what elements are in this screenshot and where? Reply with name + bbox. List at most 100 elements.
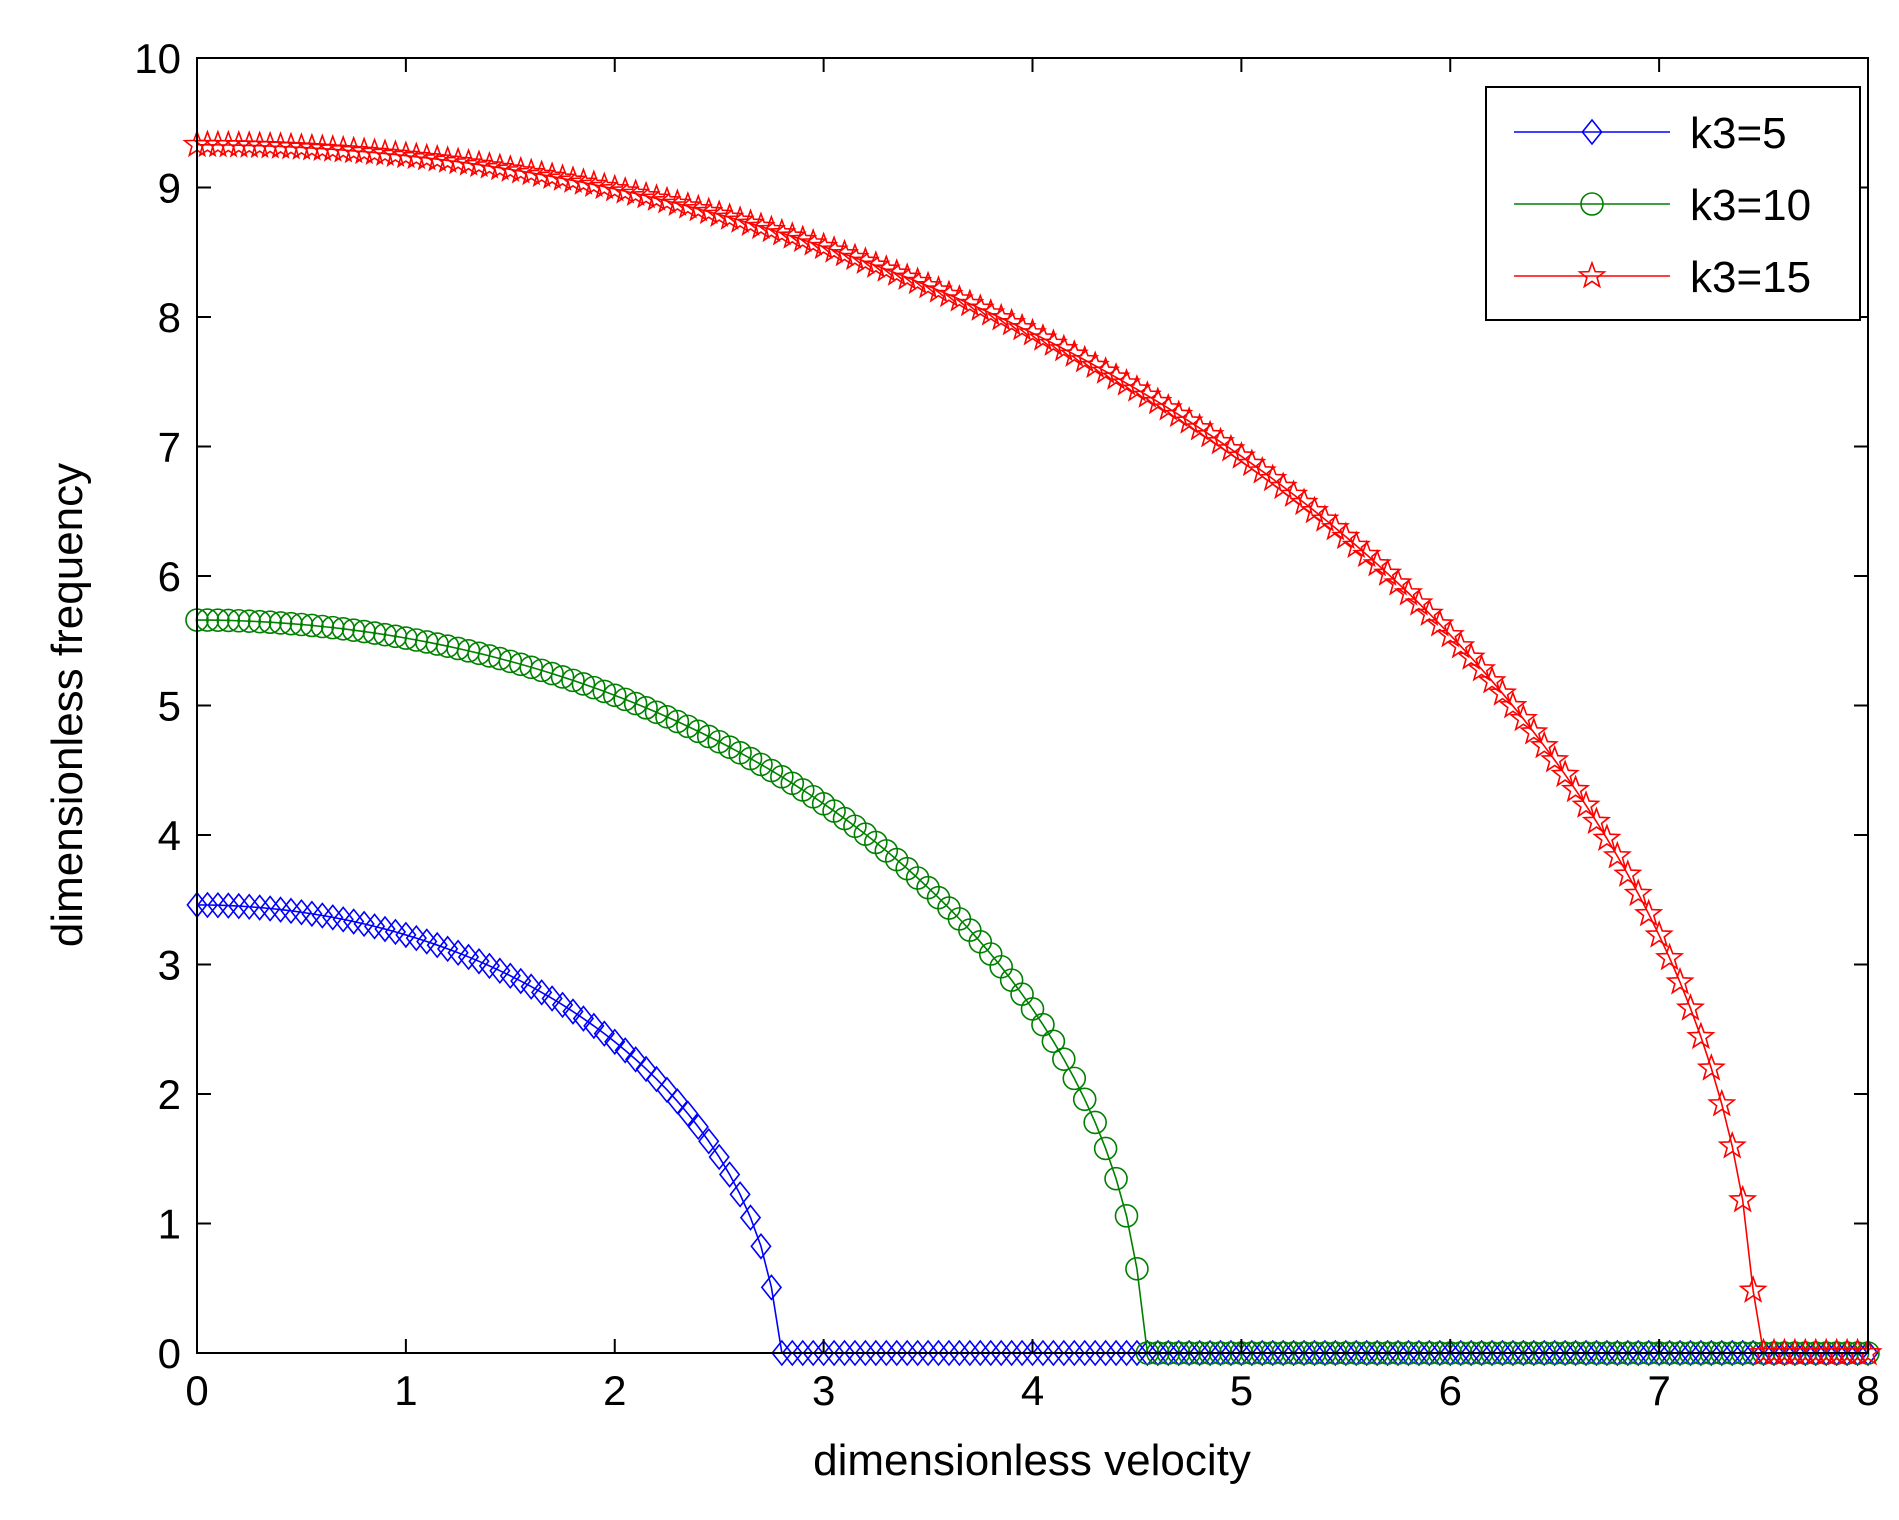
series-point [739, 1204, 762, 1231]
legend: k3=5 k3=10 k3=15 [1485, 86, 1861, 321]
series-point [1303, 1339, 1326, 1367]
series-point [666, 1088, 689, 1115]
legend-label: k3=15 [1690, 253, 1811, 302]
series-point [1093, 1136, 1118, 1161]
series-point [610, 175, 640, 204]
series-point [1157, 1339, 1179, 1367]
series-point [623, 691, 648, 716]
y-axis-ticks: 0 1 2 3 4 5 6 7 8 9 10 [134, 35, 1868, 1377]
y-tick-label: 5 [158, 683, 181, 730]
series-point [320, 615, 345, 640]
series-point [1072, 1087, 1097, 1112]
series-point [1314, 1339, 1336, 1367]
series-point [562, 998, 584, 1025]
series-point [645, 1065, 668, 1093]
series-point [226, 608, 251, 633]
series-point [216, 608, 241, 633]
x-tick-label: 6 [1439, 1367, 1462, 1414]
series-point [453, 147, 484, 176]
series-point [1575, 1339, 1597, 1367]
series-point [1125, 1256, 1149, 1281]
series-point [474, 150, 504, 179]
series-point [1665, 966, 1695, 995]
series-point [529, 658, 554, 683]
y-tick-label: 1 [158, 1201, 181, 1248]
x-tick-label: 8 [1856, 1367, 1879, 1414]
x-axis-ticks: 0 1 2 3 4 5 6 7 8 [185, 58, 1880, 1414]
series-point [561, 668, 585, 693]
series-point [1404, 587, 1434, 616]
series-point [1083, 1110, 1107, 1135]
series-point [443, 146, 473, 175]
legend-label: k3=5 [1690, 109, 1787, 158]
y-tick-label: 7 [158, 424, 181, 471]
series-point [1435, 619, 1465, 648]
series-point [328, 134, 358, 163]
series-point [1711, 1339, 1733, 1367]
series-point [1429, 1339, 1451, 1367]
series-point [1700, 1339, 1722, 1367]
series-point [1041, 1029, 1066, 1054]
series-point [318, 134, 348, 162]
series-point [1679, 1339, 1702, 1367]
series-point [1000, 1339, 1023, 1367]
series-point [1063, 1339, 1085, 1367]
series-point [1188, 1339, 1211, 1367]
series-point [531, 979, 553, 1006]
series-point [1053, 1339, 1075, 1367]
series-point [1084, 1339, 1106, 1367]
series-point [1617, 1339, 1639, 1367]
series-point [1115, 1339, 1138, 1367]
series-point [604, 1028, 626, 1056]
y-axis-title: dimensionless frequency [43, 463, 92, 947]
series-point [1581, 806, 1612, 835]
series-point [1554, 1339, 1576, 1367]
series-point [280, 897, 302, 925]
series-point [1446, 630, 1476, 659]
series-point [468, 948, 490, 975]
y-tick-label: 0 [158, 1330, 181, 1377]
series-point [1561, 774, 1591, 803]
series-point [687, 1113, 709, 1141]
series-point [1602, 840, 1632, 869]
series-point [1655, 942, 1685, 971]
series-point [833, 1339, 856, 1367]
series-point [1696, 1053, 1726, 1081]
series-point [602, 683, 627, 708]
series-point [641, 183, 672, 211]
series-point [1414, 598, 1444, 626]
series-point [980, 1339, 1002, 1367]
series-point [307, 133, 337, 162]
legend-item: k3=5 [1514, 109, 1787, 158]
series-point [896, 1339, 918, 1367]
series-point [433, 145, 463, 173]
series-point [1105, 1339, 1127, 1367]
series-point [1638, 1339, 1660, 1367]
legend-swatch-marker [1577, 260, 1607, 289]
series-point [634, 696, 658, 720]
series-point [206, 608, 230, 633]
series-point [1031, 1012, 1055, 1037]
series-point [1230, 1339, 1252, 1367]
series-point [380, 139, 410, 167]
series-point [729, 1181, 751, 1208]
series-point [1842, 1337, 1873, 1366]
series-point [1686, 1021, 1716, 1050]
series-point [906, 1339, 929, 1367]
series-point [1853, 1337, 1883, 1366]
series-point [875, 1339, 897, 1367]
series-point [686, 719, 711, 744]
series-point [1032, 1339, 1054, 1367]
legend-item: k3=15 [1514, 253, 1811, 302]
series-point [1168, 1339, 1190, 1367]
series-point [1644, 919, 1674, 948]
series-point [792, 1339, 814, 1367]
series-point [1052, 1047, 1076, 1071]
series-point [1251, 1339, 1273, 1367]
series-point [1335, 1339, 1357, 1367]
series-point [1450, 1339, 1472, 1367]
series-point [579, 169, 609, 198]
series-point [959, 1339, 981, 1367]
series-point [516, 157, 546, 186]
series-point [520, 973, 542, 1000]
